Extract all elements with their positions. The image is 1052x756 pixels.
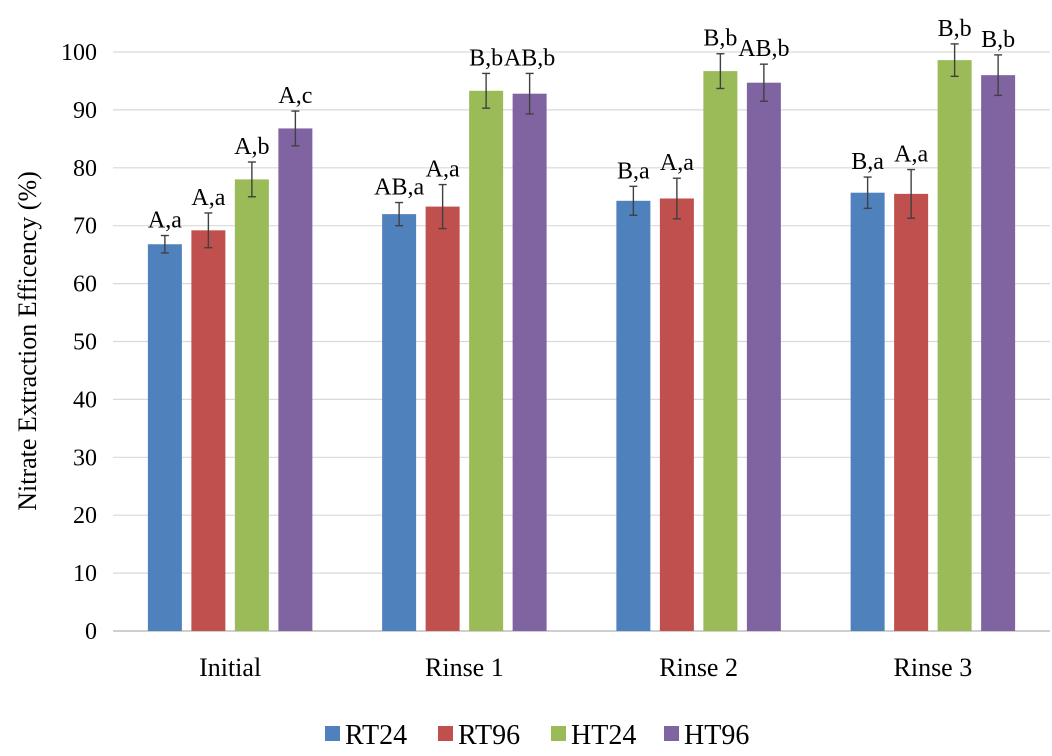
bar-ht24: [937, 60, 972, 631]
legend-swatch-rt96: [438, 726, 453, 741]
data-label: B,b: [469, 45, 503, 71]
bar-rt24: [147, 244, 182, 631]
y-tick-label: 70: [73, 214, 97, 240]
bar-ht24: [234, 179, 269, 631]
bar-ht24: [469, 90, 504, 632]
bar-rt96: [659, 198, 694, 631]
y-axis-title: Nitrate Extraction Efficency (%): [13, 171, 42, 511]
legend-label: RT96: [458, 720, 520, 751]
x-category-label: Initial: [199, 653, 261, 682]
data-label: A,a: [191, 185, 225, 211]
data-label: B,b: [703, 26, 737, 52]
gridlines: [113, 51, 1050, 632]
data-labels: A,aA,aA,bA,cAB,aA,aB,b AB,bB,a A,aB,b AB,bB…: [148, 16, 1015, 234]
data-label: AB,b: [504, 45, 555, 71]
y-tick-label: 90: [73, 98, 97, 124]
legend-swatch-ht96: [664, 726, 679, 741]
y-tick-label: 40: [73, 387, 97, 413]
data-label: A,a: [148, 208, 182, 234]
legend: RT24 RT96 HT24 HT96: [325, 720, 749, 751]
bar-ht96: [512, 93, 547, 632]
data-label: A,b: [234, 134, 269, 160]
error-bars: [160, 43, 1003, 254]
bar-rt24: [850, 192, 885, 631]
y-tick-label: 100: [61, 40, 97, 66]
y-tick-label: 80: [73, 156, 97, 182]
data-label: B,a: [851, 149, 884, 175]
data-label: AB,b: [738, 36, 789, 62]
bar-ht96: [278, 128, 313, 632]
data-label: AB,a: [374, 175, 424, 201]
data-label: A,a: [894, 142, 928, 168]
x-axis-categories: Initial Rinse 1 Rinse 2 Rinse 3: [199, 653, 972, 682]
bar-rt24: [616, 200, 651, 632]
data-label: A,c: [278, 83, 312, 109]
x-category-label: Rinse 3: [894, 653, 973, 682]
legend-label: HT24: [571, 720, 636, 751]
y-tick-label: 10: [73, 561, 97, 587]
y-tick-label: 50: [73, 330, 97, 356]
bar-rt96: [894, 193, 929, 632]
legend-swatch-ht24: [551, 726, 566, 741]
bar-ht96: [746, 82, 781, 631]
y-axis-ticks: 0 10 20 30 40 50 60 70 80 90 100: [61, 40, 97, 645]
y-tick-label: 0: [85, 619, 97, 645]
bar-ht24: [703, 71, 738, 632]
data-label: A,a: [660, 150, 694, 176]
legend-label: HT96: [684, 720, 749, 751]
x-category-label: Rinse 1: [425, 653, 504, 682]
data-label: A,a: [426, 157, 460, 183]
y-tick-label: 20: [73, 503, 97, 529]
bars: [147, 60, 1016, 632]
bar-rt96: [191, 230, 226, 631]
bar-ht96: [981, 75, 1016, 631]
legend-label: RT24: [345, 720, 407, 751]
y-tick-label: 60: [73, 272, 97, 298]
data-label: B,b: [981, 27, 1015, 53]
x-category-label: Rinse 2: [659, 653, 738, 682]
data-label: B,a: [617, 158, 650, 184]
bar-rt24: [382, 214, 417, 631]
data-label: B,b: [938, 16, 972, 42]
legend-swatch-rt24: [325, 726, 340, 741]
y-tick-label: 30: [73, 445, 97, 471]
bar-rt96: [425, 206, 460, 631]
